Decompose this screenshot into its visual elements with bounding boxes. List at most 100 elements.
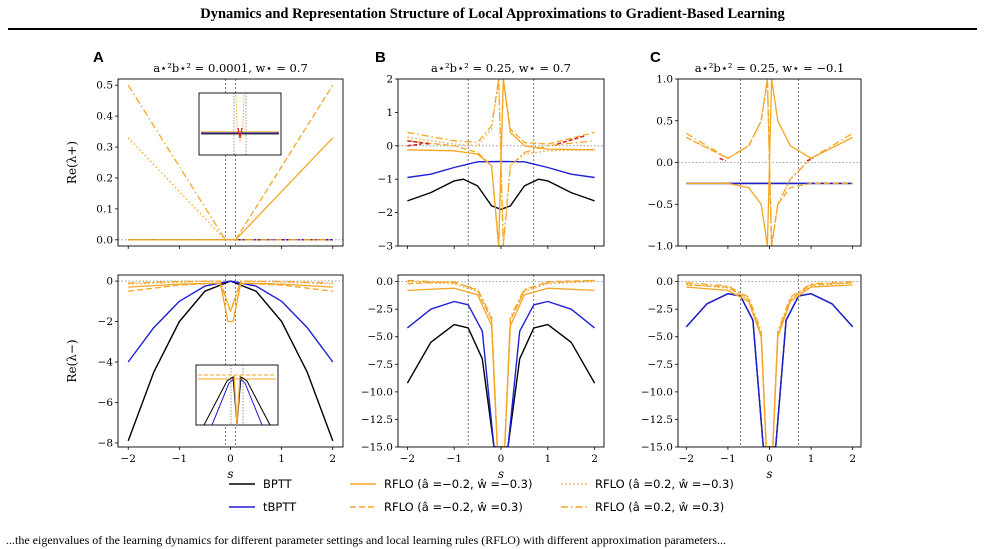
y-tick-label: 0.4 (96, 111, 113, 123)
y-tick-label: −2 (378, 207, 393, 219)
x-tick-label: −2 (679, 453, 694, 465)
legend-label: BPTT (263, 477, 293, 491)
y-tick-label: −1 (378, 174, 393, 186)
panel-letter-C: C (650, 49, 661, 66)
y-tick-label: −10.0 (361, 386, 393, 398)
y-tick-label: 0.3 (96, 142, 113, 154)
x-axis-label: s (498, 467, 504, 481)
series-line-3 (128, 282, 333, 313)
x-tick-label: −2 (120, 453, 135, 465)
panel-letter-B: B (375, 49, 386, 66)
series-line-4 (686, 79, 853, 246)
y-tick-label: −7.5 (368, 359, 394, 371)
y-tick-label: −12.5 (361, 414, 393, 426)
series-line-1 (127, 280, 334, 363)
inset (195, 364, 279, 426)
y-tick-label: −15.0 (361, 442, 393, 454)
x-tick-label: 0 (766, 453, 773, 465)
y-tick-label: −12.5 (641, 414, 673, 426)
legend-item-bptt: BPTT (229, 477, 293, 491)
y-tick-label: 0.0 (656, 276, 673, 288)
series-line-5 (407, 279, 595, 447)
y-tick-label: 0.5 (656, 115, 673, 127)
series-line-5 (686, 280, 853, 447)
series-line-5 (685, 79, 854, 246)
series-line-1 (406, 300, 596, 447)
series-line-4 (407, 79, 595, 246)
y-tick-label: −2.5 (368, 304, 394, 316)
panel-A-top: 0.0 0.1 0.2 0.3 0.4 0.5 Re(λ+) a⋆²b⋆² = 0.0001,… (65, 61, 344, 249)
x-tick-label: −1 (172, 453, 187, 465)
unstable-segment (556, 135, 586, 145)
y-tick-label: 0 (106, 276, 113, 288)
series-line-0 (406, 323, 596, 447)
x-axis-label: s (227, 467, 233, 481)
unstable-segment (407, 143, 422, 147)
y-tick-label: 0.1 (96, 203, 113, 215)
y-tick-label: −15.0 (641, 442, 673, 454)
y-tick-label: 1 (386, 107, 393, 119)
axes-frame (397, 274, 605, 448)
panel-B-top: −3 −2 −1 0 1 2 a⋆²b⋆² = 0.25, w⋆ = 0.7 (378, 61, 605, 253)
x-tick-label: 2 (591, 453, 598, 465)
unstable-segment (407, 139, 431, 145)
y-tick-label: −3 (378, 241, 393, 253)
y-tick-label: 0.0 (96, 234, 113, 246)
panel-C-top: −1.0 −0.5 0.0 0.5 1.0 a⋆²b⋆² = 0.25, w⋆ = −0.… (648, 61, 862, 253)
panel-C-bottom: −15.0 −12.5 −10.0 −7.5 −5.0 −2.5 0.0 −2 −1 0 1 2 s (641, 274, 862, 481)
y-tick-label: −1.0 (648, 241, 674, 253)
x-tick-label: 0 (498, 453, 505, 465)
x-axis-label: s (766, 467, 772, 481)
x-tick-label: −1 (446, 453, 461, 465)
series-line-2 (128, 282, 333, 323)
x-tick-label: 1 (278, 453, 285, 465)
legend-label: RFLO (â =−0.2, ŵ =−0.3) (384, 477, 532, 491)
series-line-2 (407, 287, 595, 447)
y-tick-label: 2 (386, 74, 393, 86)
y-tick-label: −5.0 (368, 331, 394, 343)
y-tick-label: −7.5 (648, 359, 674, 371)
x-tick-label: 2 (849, 453, 856, 465)
series-line-5 (127, 84, 333, 241)
legend-item-rflo2: RFLO (â =−0.2, ŵ =0.3) (350, 500, 523, 514)
page-header: Dynamics and Representation Structure of… (0, 0, 985, 34)
panel-title: a⋆²b⋆² = 0.25, w⋆ = 0.7 (431, 61, 571, 75)
y-tick-label: −2 (98, 316, 113, 328)
series-line-3 (407, 279, 595, 447)
unstable-segment (806, 157, 814, 162)
series-line-0 (407, 178, 595, 211)
legend-item-rflo4: RFLO (â =0.2, ŵ =0.3) (561, 500, 724, 514)
series-line-4 (407, 280, 595, 447)
x-tick-label: 1 (544, 453, 551, 465)
unstable-segment (719, 157, 727, 162)
legend-label: RFLO (â =0.2, ŵ =−0.3) (595, 477, 734, 491)
x-tick-label: 0 (227, 453, 234, 465)
y-tick-label: 0.2 (96, 172, 113, 184)
y-tick-label: 0.0 (376, 276, 393, 288)
y-tick-label: −10.0 (641, 386, 673, 398)
x-tick-label: −2 (400, 453, 415, 465)
page-title: Dynamics and Representation Structure of… (200, 6, 785, 22)
y-tick-label: −8 (98, 437, 113, 449)
axes-frame (677, 274, 862, 448)
series-line-4 (128, 280, 333, 313)
x-tick-label: 1 (808, 453, 815, 465)
y-tick-label: −6 (98, 397, 114, 409)
series-line-4 (686, 282, 853, 447)
legend-label: RFLO (â =0.2, ŵ =0.3) (595, 500, 724, 514)
panel-B-bottom: −15.0 −12.5 −10.0 −7.5 −5.0 −2.5 0.0 −2 −1 0 1 2 s (361, 274, 605, 481)
panel-title: a⋆²b⋆² = 0.0001, w⋆ = 0.7 (153, 61, 308, 75)
y-tick-label: 0.5 (96, 80, 113, 92)
series-line-0 (685, 293, 854, 447)
series-line-3 (686, 282, 853, 447)
legend: BPTT tBPTT RFLO (â =−0.2, ŵ =−0.3) RFLO (â … (229, 477, 734, 514)
legend-item-tbptt: tBPTT (229, 500, 297, 514)
y-tick-label: −2.5 (648, 304, 674, 316)
series-line-5 (407, 79, 595, 246)
y-axis-label: Re(λ−) (65, 339, 79, 382)
y-tick-label: 0 (386, 140, 393, 152)
series-line-2 (686, 284, 853, 447)
panel-letter-A: A (93, 49, 104, 66)
y-tick-label: 1.0 (656, 74, 673, 86)
